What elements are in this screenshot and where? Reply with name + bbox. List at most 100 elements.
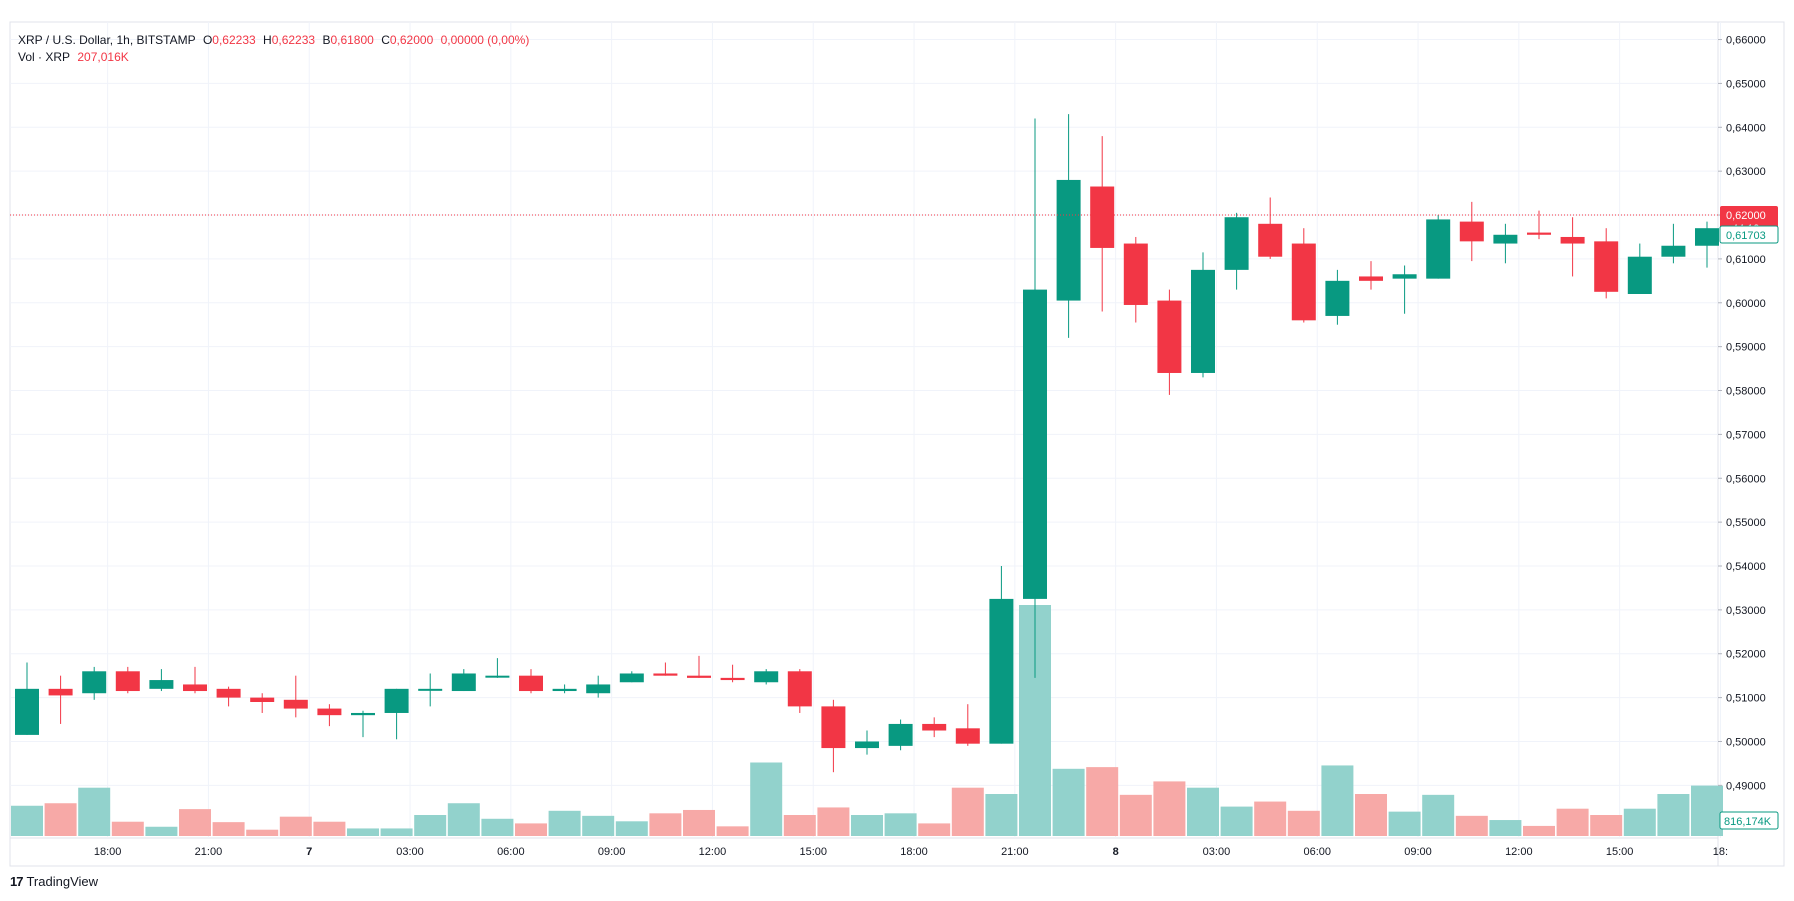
- candle: [1056, 114, 1081, 338]
- candle-body: [317, 708, 342, 716]
- volume-bar: [515, 823, 547, 836]
- candle: [1157, 289, 1182, 395]
- candle: [1661, 223, 1686, 264]
- x-tick-label: 18:00: [900, 846, 928, 858]
- volume-bar: [1220, 806, 1253, 836]
- candle: [720, 664, 745, 683]
- volume-bar: [783, 815, 816, 836]
- candle-body: [989, 598, 1014, 744]
- candle: [821, 699, 846, 773]
- x-tick-label: 03:00: [1203, 846, 1231, 858]
- y-tick-label: 0,61000: [1726, 254, 1766, 266]
- volume-bar: [716, 826, 749, 836]
- candle-body: [115, 671, 140, 692]
- x-tick-label: 06:00: [497, 846, 525, 858]
- volume-bar: [1691, 785, 1723, 836]
- candle-body: [687, 675, 711, 678]
- volume-bar: [582, 815, 615, 836]
- candle-body: [351, 712, 375, 716]
- legend-change: 0,00000 (0,00%): [440, 33, 530, 47]
- y-tick-label: 0,59000: [1726, 342, 1766, 354]
- candle-layer: [15, 114, 1719, 773]
- volume-bar: [246, 829, 279, 836]
- candle-body: [922, 723, 947, 731]
- candle-body: [451, 673, 476, 692]
- volume-bar: [1489, 820, 1522, 836]
- volume-bar: [1556, 808, 1589, 836]
- candle-body: [888, 723, 913, 746]
- candle-body: [149, 680, 174, 689]
- x-tick-label: 18:00: [94, 846, 122, 858]
- volume-bar: [1153, 781, 1186, 836]
- candle-body: [1594, 241, 1619, 292]
- x-tick-label: 12:00: [699, 846, 727, 858]
- x-tick-label: 8: [1113, 846, 1119, 858]
- candle: [1191, 252, 1215, 378]
- candle-body: [15, 688, 39, 735]
- candle-body: [283, 699, 308, 709]
- candle: [351, 710, 375, 738]
- candle: [619, 671, 644, 683]
- candle: [855, 730, 879, 755]
- candle: [1392, 265, 1417, 314]
- candle: [687, 655, 711, 678]
- last-price-label: 0,62000: [1726, 210, 1766, 222]
- volume-bar: [11, 805, 43, 836]
- candle-body: [754, 671, 779, 683]
- x-tick-label: 21:00: [1001, 846, 1029, 858]
- last-close-label: 0,61703: [1726, 230, 1766, 242]
- volume-bar: [1086, 767, 1119, 836]
- volume-bar: [1657, 794, 1690, 836]
- volume-bar: [548, 810, 581, 836]
- candle-body: [82, 671, 107, 694]
- candle-body: [1157, 300, 1182, 373]
- candle-body: [1459, 221, 1484, 242]
- volume-bar: [347, 828, 379, 836]
- legend-symbol: XRP / U.S. Dollar, 1h, BITSTAMP: [18, 33, 196, 47]
- candle: [552, 684, 577, 694]
- candle-body: [1291, 243, 1316, 321]
- candle-body: [855, 741, 879, 749]
- candle-body: [653, 673, 678, 676]
- volume-bar: [481, 818, 514, 836]
- candle: [283, 675, 308, 718]
- volume-bar: [817, 807, 850, 836]
- candle: [1023, 118, 1047, 678]
- volume-axis-badge: 816,174K: [1719, 811, 1779, 830]
- volume-bar: [212, 822, 245, 836]
- legend-open-label: O: [202, 33, 213, 47]
- candle-body: [418, 688, 443, 691]
- candle-body: [1023, 289, 1047, 599]
- volume-axis-label: 816,174K: [1724, 816, 1772, 828]
- volume-bar: [1254, 801, 1287, 836]
- volume-bar: [44, 803, 77, 836]
- candle-body: [720, 677, 745, 681]
- y-tick-label: 0,65000: [1726, 78, 1766, 90]
- candle-body: [1359, 276, 1383, 281]
- candle-body: [1056, 179, 1081, 301]
- volume-bar: [851, 815, 883, 836]
- x-tick-label: 09:00: [598, 846, 626, 858]
- candle: [1594, 228, 1619, 299]
- tradingview-brand[interactable]: 17 TradingView: [10, 874, 98, 889]
- volume-bar: [1119, 794, 1152, 836]
- candle-body: [485, 675, 510, 678]
- legend-close-label: C: [381, 33, 390, 47]
- candle: [418, 673, 443, 707]
- candle: [1527, 210, 1551, 240]
- legend-high-value: 0,62233: [271, 33, 316, 47]
- volume-bar: [1422, 794, 1455, 836]
- candle: [888, 719, 913, 751]
- volume-bar: [414, 815, 447, 836]
- x-tick-label: 09:00: [1404, 846, 1432, 858]
- y-tick-label: 0,49000: [1726, 780, 1766, 792]
- volume-bar: [683, 809, 715, 836]
- y-tick-label: 0,58000: [1726, 386, 1766, 398]
- x-tick-label: 06:00: [1303, 846, 1331, 858]
- candle: [485, 658, 510, 678]
- candle: [519, 669, 543, 694]
- volume-bar: [380, 828, 413, 836]
- candle: [216, 686, 241, 707]
